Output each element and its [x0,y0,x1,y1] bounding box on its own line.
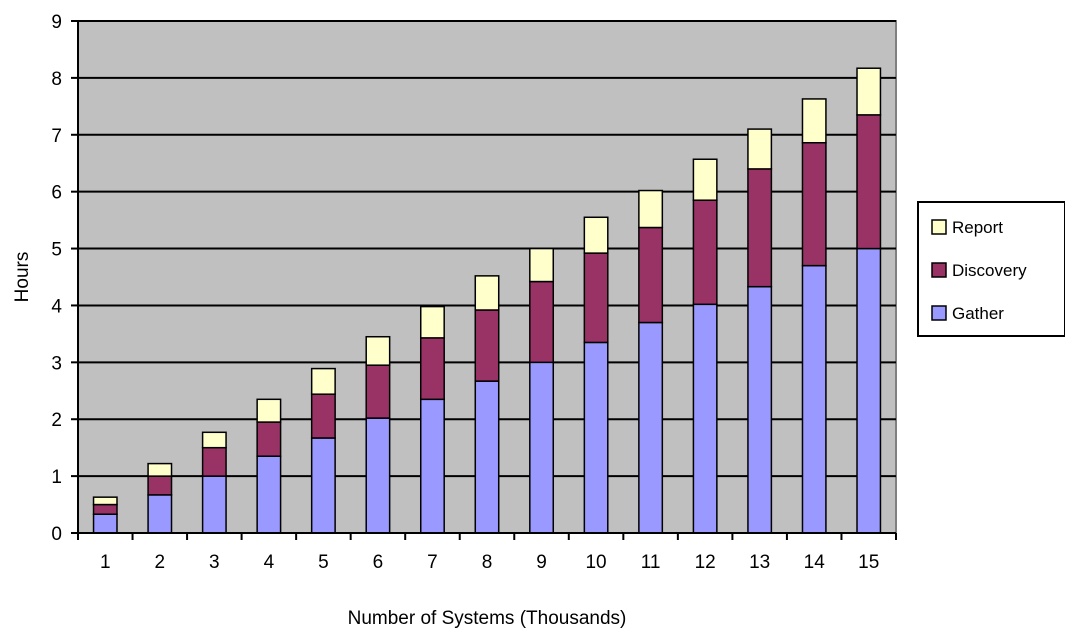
bar-gather [747,285,773,534]
bar-discovery [474,309,500,382]
bar-discovery [856,114,882,250]
x-tick-label: 13 [749,552,770,573]
bar-report [147,462,173,477]
bar-report [474,275,500,311]
x-tick-label: 1 [100,552,111,573]
bar-gather [256,455,282,534]
x-tick-label: 6 [373,552,384,573]
y-tick-label: 4 [51,296,62,317]
bar-report [801,98,827,144]
bar-gather [365,417,391,534]
y-tick-label: 6 [51,183,62,204]
y-tick-label: 0 [51,524,62,545]
bar-gather [147,494,173,534]
bar-discovery [147,475,173,496]
bar-gather [310,437,336,534]
x-tick-label: 9 [536,552,547,573]
legend-swatch-gather [931,305,947,321]
y-tick-label: 2 [51,410,62,431]
y-tick-label: 1 [51,467,62,488]
legend: Report Discovery Gather [917,201,1065,337]
x-tick-label: 2 [155,552,166,573]
y-tick-label: 3 [51,353,62,374]
y-tick-label: 5 [51,240,62,261]
bar-report [365,335,391,366]
bar-report [310,367,336,395]
bar-discovery [201,446,227,477]
bar-report [856,67,882,116]
x-tick-label: 4 [264,552,275,573]
bar-gather [201,475,227,534]
axes [71,20,897,540]
bar-report [256,398,282,423]
bar-gather [801,264,827,534]
bar-gather [529,361,555,534]
bar-discovery [92,503,118,515]
legend-label-discovery: Discovery [952,261,1027,280]
bar-discovery [583,252,609,344]
legend-swatch-report [931,219,947,235]
x-tick-label: 10 [585,552,606,573]
bar-report [638,189,664,229]
y-tick-label: 7 [51,126,62,147]
x-tick-label: 12 [695,552,716,573]
bar-report [92,496,118,506]
bar-gather [474,380,500,534]
x-tick-label: 7 [427,552,438,573]
bar-report [419,305,445,339]
bar-report [583,216,609,254]
legend-swatch-discovery [931,262,947,278]
y-tick-labels: 0 1 2 3 4 5 6 7 8 9 [51,12,62,545]
bar-discovery [692,199,718,306]
bar-gather [583,341,609,534]
bars [92,67,882,534]
bar-discovery [256,421,282,457]
bar-discovery [747,168,773,288]
bar-gather [638,321,664,534]
bar-gather [856,247,882,534]
bar-report [692,158,718,201]
x-tick-label: 8 [482,552,493,573]
x-tick-label: 14 [804,552,826,573]
x-tick-label: 3 [209,552,220,573]
bar-gather [692,303,718,534]
bar-discovery [365,364,391,419]
bar-report [201,431,227,449]
x-tick-label: 15 [858,552,879,573]
y-tick-label: 8 [51,69,62,90]
bar-gather [419,398,445,534]
bar-report [529,247,555,283]
bar-discovery [801,141,827,267]
y-axis-title: Hours [12,252,33,303]
y-tick-label: 9 [51,12,62,33]
bar-discovery [529,280,555,364]
x-tick-label: 11 [641,552,661,573]
x-tick-labels: 1 2 3 4 5 6 7 8 9 10 11 12 13 14 15 [100,552,879,573]
x-tick-label: 5 [318,552,329,573]
bar-discovery [419,337,445,401]
bar-discovery [638,226,664,324]
legend-label-report: Report [952,218,1003,237]
legend-label-gather: Gather [952,304,1004,323]
bar-gather [92,513,118,534]
x-axis-title: Number of Systems (Thousands) [348,608,627,629]
bar-discovery [310,393,336,439]
bar-report [747,128,773,170]
